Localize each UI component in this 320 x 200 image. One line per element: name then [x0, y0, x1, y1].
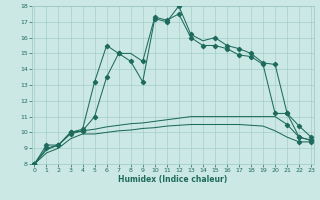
X-axis label: Humidex (Indice chaleur): Humidex (Indice chaleur) — [118, 175, 228, 184]
